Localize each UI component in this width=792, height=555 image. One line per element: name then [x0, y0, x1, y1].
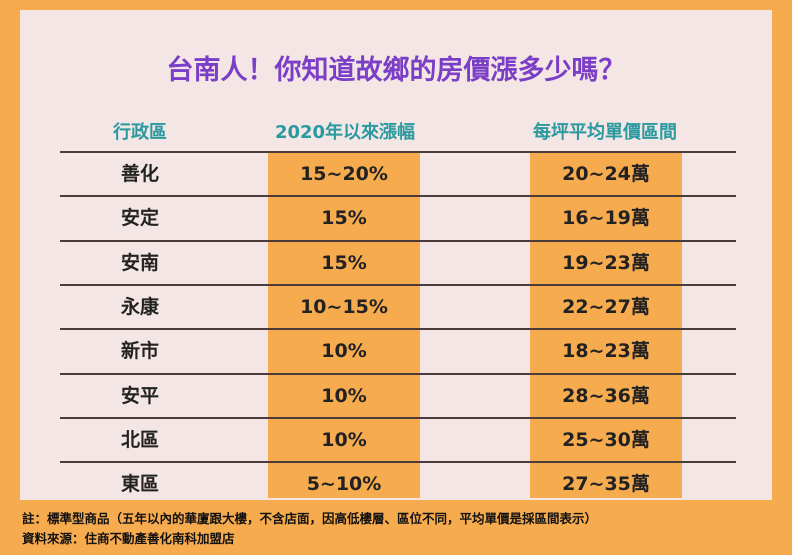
table-cell: 25~30萬 [562, 428, 650, 451]
title: 台南人！你知道故鄉的房價漲多少嗎？ [166, 55, 626, 86]
highlight-column [268, 152, 420, 498]
table-cell: 安定 [120, 207, 159, 230]
table-cell: 20~24萬 [562, 163, 650, 185]
table-cell: 10% [321, 428, 367, 451]
table-cell: 安南 [120, 251, 159, 274]
table-cell: 永康 [120, 295, 159, 318]
table-cell: 10~15% [300, 295, 388, 318]
note: 註：標準型商品（五年以內的華廈跟大樓，不含店面，因高低樓層、區位不同，平均單價是… [22, 511, 598, 526]
row-divider [60, 416, 736, 419]
table-cell: 28~36萬 [562, 384, 650, 407]
row-divider [60, 283, 736, 286]
source: 資料來源：住商不動產善化南科加盟店 [22, 531, 235, 546]
table-cell: 5~10% [306, 473, 382, 496]
table-cell: 安平 [120, 384, 159, 407]
table-cell: 22~27萬 [562, 295, 650, 318]
table-cell: 16~19萬 [562, 207, 650, 230]
row-divider [60, 461, 736, 464]
row-divider [60, 195, 736, 198]
table-cell: 15% [321, 251, 367, 274]
table-cell: 東區 [120, 473, 159, 496]
table-cell: 15% [321, 207, 367, 230]
table-cell: 15~20% [300, 163, 388, 185]
column-header: 每坪平均單價區間 [533, 122, 677, 143]
table-cell: 北區 [120, 428, 159, 451]
column-header: 行政區 [113, 122, 167, 143]
row-divider [60, 372, 736, 375]
table-cell: 27~35萬 [562, 473, 650, 496]
row-divider [60, 239, 736, 242]
table-cell: 新市 [120, 340, 159, 363]
table-cell: 10% [321, 384, 367, 407]
table-cell: 19~23萬 [562, 251, 650, 274]
table-cell: 善化 [120, 163, 159, 185]
row-divider [60, 328, 736, 331]
highlight-column [530, 152, 682, 498]
column-header: 2020年以來漲幅 [274, 122, 416, 143]
table-cell: 18~23萬 [562, 340, 650, 363]
row-divider [60, 151, 736, 153]
table-cell: 10% [321, 340, 367, 363]
